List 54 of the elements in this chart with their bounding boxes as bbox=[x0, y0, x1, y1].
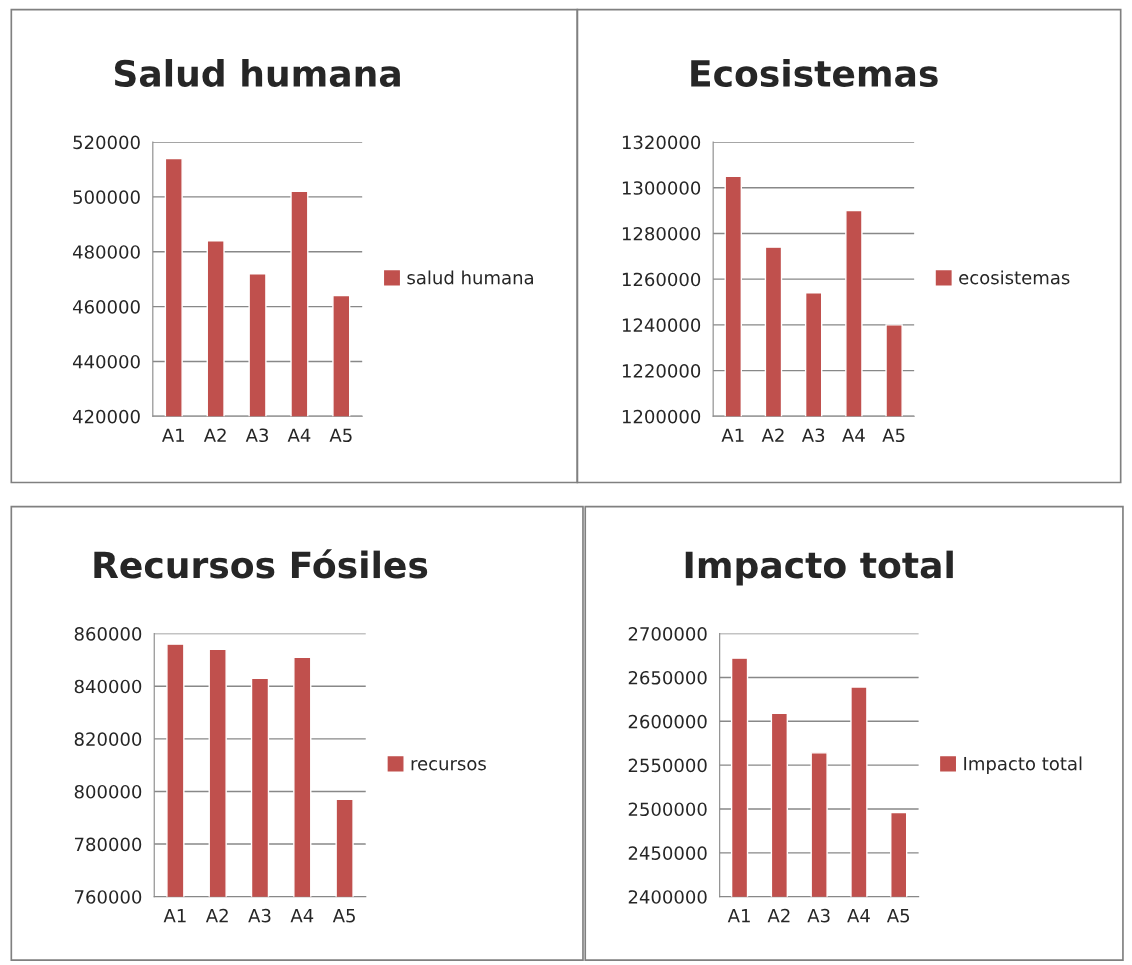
y-tick-label: 2450000 bbox=[628, 846, 707, 860]
chart-title: Salud humana bbox=[114, 59, 400, 88]
legend-label: salud humana bbox=[407, 270, 533, 285]
x-tick-label: A3 bbox=[248, 908, 271, 923]
legend-label: recursos bbox=[411, 760, 486, 771]
y-tick-label: 860000 bbox=[74, 627, 142, 641]
y-tick-label: 1240000 bbox=[622, 318, 701, 332]
chart-title: Ecosistemas bbox=[691, 59, 938, 88]
y-tick-label: 2400000 bbox=[628, 890, 707, 904]
x-tick-label: A1 bbox=[721, 428, 744, 442]
x-tick-label: A3 bbox=[245, 428, 268, 443]
x-tick-label: A4 bbox=[842, 428, 865, 442]
y-tick-label: 480000 bbox=[72, 245, 140, 259]
y-tick-label: 2550000 bbox=[628, 758, 707, 773]
x-tick-label: A2 bbox=[761, 428, 784, 442]
y-tick-label: 780000 bbox=[74, 837, 142, 852]
x-tick-label: A1 bbox=[161, 428, 185, 442]
x-tick-label: A4 bbox=[287, 428, 311, 442]
chart-title: Recursos Fósiles bbox=[94, 549, 428, 579]
legend-label: ecosistemas bbox=[959, 270, 1070, 285]
x-tick-label: A1 bbox=[163, 909, 186, 923]
chart-title: Impacto total bbox=[685, 550, 953, 586]
y-tick-label: 420000 bbox=[72, 409, 140, 424]
y-tick-label: 440000 bbox=[72, 354, 140, 369]
x-tick-label: A4 bbox=[847, 909, 870, 923]
y-tick-label: 1300000 bbox=[622, 181, 701, 195]
y-tick-label: 760000 bbox=[74, 890, 142, 904]
y-tick-label: 1200000 bbox=[622, 409, 701, 424]
x-tick-label: A1 bbox=[727, 909, 750, 923]
x-tick-label: A2 bbox=[205, 908, 228, 923]
y-tick-label: 2700000 bbox=[628, 627, 707, 641]
y-tick-label: 1280000 bbox=[622, 226, 701, 241]
y-tick-label: 500000 bbox=[73, 190, 140, 205]
y-tick-label: 1220000 bbox=[622, 364, 701, 378]
x-tick-label: A3 bbox=[801, 428, 825, 443]
x-tick-label: A2 bbox=[203, 428, 226, 442]
x-tick-label: A4 bbox=[290, 909, 314, 923]
legend-label: Impacto total bbox=[964, 756, 1082, 774]
y-tick-label: 1320000 bbox=[622, 135, 701, 150]
x-tick-label: A2 bbox=[767, 908, 790, 923]
y-tick-label: 1260000 bbox=[622, 272, 701, 287]
y-tick-label: 820000 bbox=[74, 732, 142, 746]
y-tick-label: 800000 bbox=[74, 784, 142, 799]
x-tick-label: A5 bbox=[329, 428, 352, 443]
y-tick-label: 2500000 bbox=[628, 802, 707, 817]
y-tick-label: 2600000 bbox=[628, 714, 707, 729]
y-tick-label: 460000 bbox=[72, 300, 140, 314]
y-tick-label: 840000 bbox=[74, 679, 142, 694]
x-tick-label: A5 bbox=[886, 909, 910, 923]
x-tick-label: A3 bbox=[807, 908, 830, 923]
x-tick-label: A5 bbox=[332, 909, 355, 923]
y-tick-label: 2650000 bbox=[628, 670, 707, 685]
y-tick-label: 520000 bbox=[73, 135, 140, 150]
x-tick-label: A5 bbox=[882, 428, 905, 443]
